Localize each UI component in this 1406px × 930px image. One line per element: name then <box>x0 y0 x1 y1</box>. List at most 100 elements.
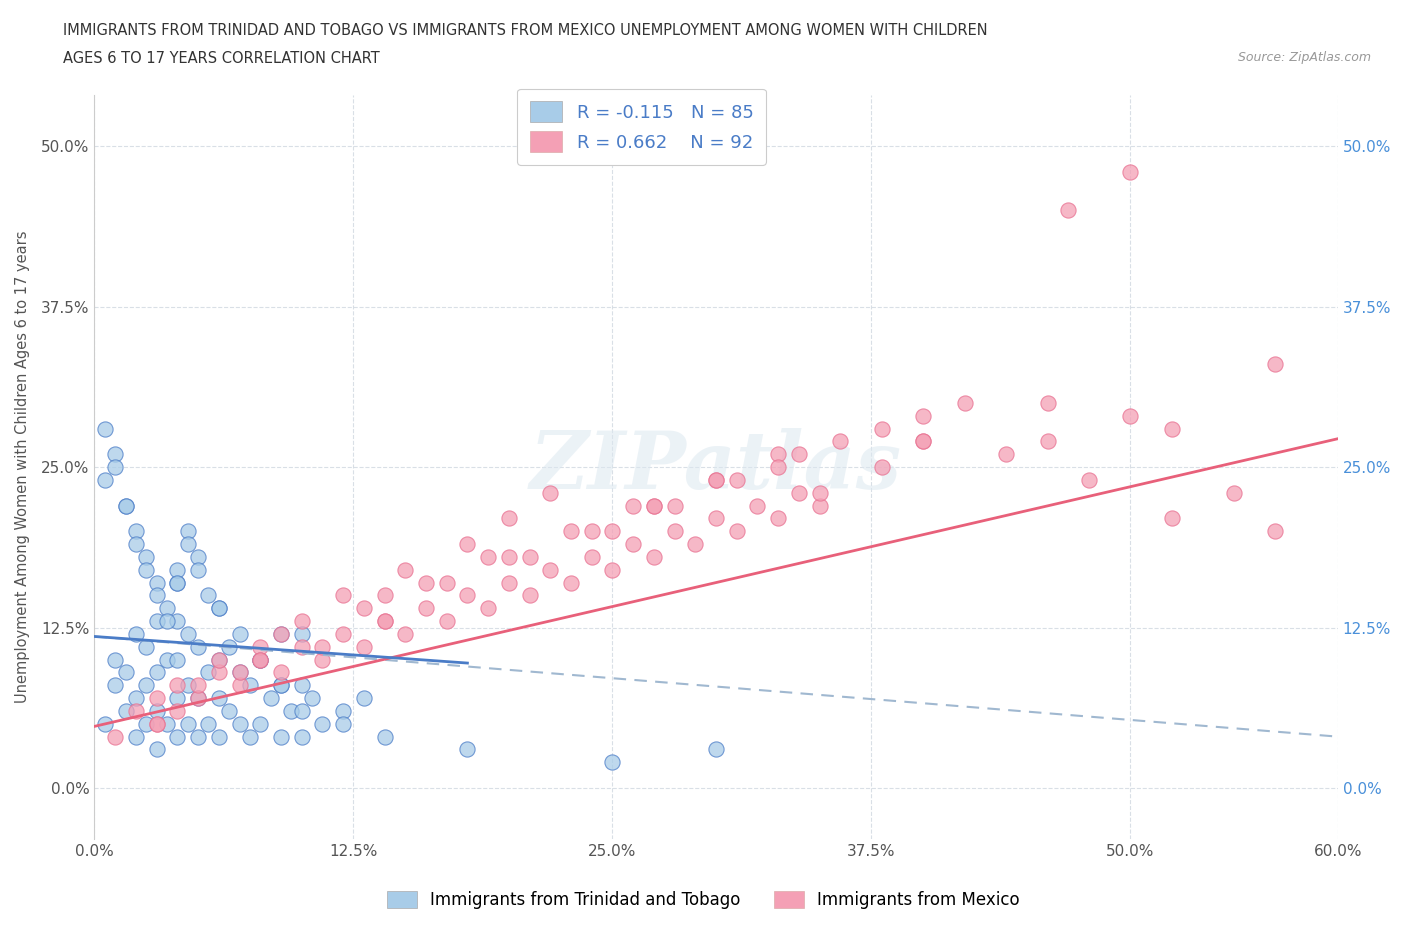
Point <box>228 716 250 731</box>
Point <box>436 614 458 629</box>
Point <box>249 652 271 667</box>
Point <box>912 434 935 449</box>
Legend: R = -0.115   N = 85, R = 0.662    N = 92: R = -0.115 N = 85, R = 0.662 N = 92 <box>517 89 766 165</box>
Point <box>560 575 582 590</box>
Point <box>249 652 271 667</box>
Point <box>125 703 148 718</box>
Point <box>145 716 167 731</box>
Point <box>280 703 302 718</box>
Point <box>197 716 219 731</box>
Point <box>332 627 354 642</box>
Point <box>228 665 250 680</box>
Text: Source: ZipAtlas.com: Source: ZipAtlas.com <box>1237 51 1371 64</box>
Text: ZIPatlas: ZIPatlas <box>530 429 903 506</box>
Point <box>353 691 375 706</box>
Point <box>311 652 333 667</box>
Point <box>766 446 789 461</box>
Point <box>415 601 437 616</box>
Point <box>145 575 167 590</box>
Point <box>166 575 188 590</box>
Point <box>166 575 188 590</box>
Point <box>208 652 231 667</box>
Point <box>239 678 262 693</box>
Point <box>104 459 127 474</box>
Point <box>166 703 188 718</box>
Point <box>374 588 396 603</box>
Point <box>166 729 188 744</box>
Point <box>125 627 148 642</box>
Point <box>249 716 271 731</box>
Point <box>870 459 893 474</box>
Point <box>766 511 789 525</box>
Point <box>477 601 499 616</box>
Point <box>581 550 603 565</box>
Point <box>177 716 200 731</box>
Point <box>912 408 935 423</box>
Point <box>145 716 167 731</box>
Point <box>104 652 127 667</box>
Point <box>332 716 354 731</box>
Point <box>477 550 499 565</box>
Point <box>145 691 167 706</box>
Point <box>704 472 727 487</box>
Point <box>208 601 231 616</box>
Point <box>374 729 396 744</box>
Point <box>353 639 375 654</box>
Point <box>228 678 250 693</box>
Point <box>870 421 893 436</box>
Point <box>135 563 157 578</box>
Point <box>685 537 707 551</box>
Point <box>664 498 686 513</box>
Point <box>725 472 748 487</box>
Point <box>787 485 810 500</box>
Point <box>766 459 789 474</box>
Point <box>145 588 167 603</box>
Point <box>456 588 478 603</box>
Point <box>125 729 148 744</box>
Point <box>602 563 624 578</box>
Point <box>704 472 727 487</box>
Point <box>208 665 231 680</box>
Point <box>228 627 250 642</box>
Point <box>104 729 127 744</box>
Point <box>187 550 209 565</box>
Point <box>104 446 127 461</box>
Text: IMMIGRANTS FROM TRINIDAD AND TOBAGO VS IMMIGRANTS FROM MEXICO UNEMPLOYMENT AMONG: IMMIGRANTS FROM TRINIDAD AND TOBAGO VS I… <box>63 23 988 38</box>
Point <box>560 524 582 538</box>
Point <box>270 729 292 744</box>
Point <box>156 716 179 731</box>
Point <box>177 627 200 642</box>
Point <box>187 678 209 693</box>
Point <box>218 703 240 718</box>
Point <box>114 498 136 513</box>
Point <box>208 691 231 706</box>
Point <box>643 550 665 565</box>
Point <box>643 498 665 513</box>
Point <box>1078 472 1101 487</box>
Point <box>912 434 935 449</box>
Point <box>291 627 314 642</box>
Point <box>456 742 478 757</box>
Point <box>704 742 727 757</box>
Point <box>436 575 458 590</box>
Point <box>643 498 665 513</box>
Point <box>291 678 314 693</box>
Point <box>156 652 179 667</box>
Point <box>166 678 188 693</box>
Point <box>135 716 157 731</box>
Point <box>114 703 136 718</box>
Point <box>270 627 292 642</box>
Point <box>498 550 520 565</box>
Point <box>94 421 117 436</box>
Point <box>270 627 292 642</box>
Y-axis label: Unemployment Among Women with Children Ages 6 to 17 years: Unemployment Among Women with Children A… <box>15 231 30 703</box>
Point <box>197 588 219 603</box>
Point <box>187 729 209 744</box>
Point <box>270 665 292 680</box>
Point <box>291 614 314 629</box>
Point <box>166 691 188 706</box>
Point <box>166 563 188 578</box>
Point <box>953 395 976 410</box>
Point <box>208 652 231 667</box>
Point <box>602 755 624 770</box>
